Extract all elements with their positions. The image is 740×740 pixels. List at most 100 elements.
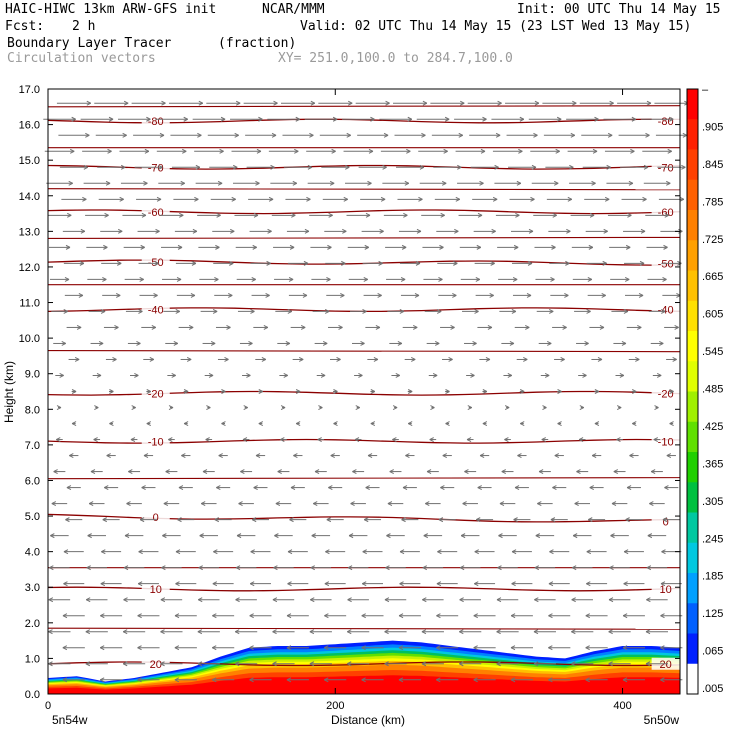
wind-vector (287, 549, 308, 555)
wind-vector (177, 517, 195, 523)
wind-vector (161, 244, 183, 250)
vector-head (572, 100, 577, 106)
wind-vector (416, 116, 450, 122)
wind-vector (122, 629, 146, 635)
vector-head (649, 501, 654, 507)
vector-head (422, 100, 428, 106)
wind-vector (56, 405, 62, 410)
wind-vector (326, 292, 345, 298)
vector-head (292, 180, 298, 186)
vector-head (85, 132, 90, 138)
colorbar-label: .425 (702, 421, 723, 433)
vector-head (592, 148, 598, 154)
wind-vector (197, 212, 221, 218)
wind-vector (174, 677, 197, 683)
wind-vector (307, 180, 335, 186)
vector-head (642, 196, 647, 202)
wind-vector (618, 132, 650, 138)
vector-head (183, 389, 189, 394)
wind-vector (137, 581, 159, 587)
vector-head (567, 196, 573, 202)
wind-vector (311, 276, 331, 282)
colorbar-label: .065 (702, 646, 723, 658)
vector-head (363, 276, 368, 282)
vector-head (114, 324, 119, 330)
wind-vector (647, 533, 667, 539)
wind-vector (538, 341, 552, 346)
vector-head (552, 485, 557, 491)
wind-vector (394, 132, 426, 138)
wind-vector (168, 100, 204, 106)
vector-head (629, 453, 634, 459)
vector-head (384, 629, 389, 635)
wind-vector (509, 196, 535, 202)
wind-vector (273, 244, 295, 250)
wind-vector (48, 244, 71, 250)
vector-head (230, 228, 235, 234)
colorbar-label: .125 (702, 608, 723, 620)
wind-vector (423, 533, 443, 539)
wind-vector (445, 389, 450, 394)
vector-head (385, 100, 390, 106)
vector-head (550, 517, 556, 523)
wind-vector (85, 597, 108, 603)
wind-vector (306, 148, 336, 154)
vector-head (552, 212, 557, 218)
vector-head (646, 565, 652, 571)
wind-vector (433, 164, 462, 170)
colorbar-swatch (687, 663, 698, 695)
colorbar-label: .545 (702, 346, 723, 358)
wind-vector (569, 180, 596, 186)
wind-vector (100, 613, 123, 619)
vector-head (324, 645, 329, 651)
vector-head (496, 661, 501, 667)
vector-head (74, 357, 80, 362)
wind-vector (640, 116, 674, 122)
wind-vector (255, 453, 266, 459)
vector-head (122, 132, 127, 138)
wind-vector (588, 517, 606, 523)
vector-head (578, 437, 584, 442)
wind-vector (170, 132, 202, 138)
vector-head (579, 405, 585, 410)
wind-vector (50, 533, 69, 539)
vector-head (632, 421, 637, 426)
vector-head (332, 116, 338, 122)
wind-vector (324, 677, 347, 683)
wind-vector (652, 373, 662, 378)
vector-head (146, 389, 151, 394)
vector-head (666, 453, 672, 459)
vector-head (557, 421, 562, 426)
vector-head (520, 421, 525, 426)
wind-vector (549, 260, 570, 266)
vector-head (355, 405, 360, 410)
wind-vector (654, 405, 659, 410)
wind-vector (146, 421, 152, 426)
wind-vector (125, 308, 143, 314)
vector-head (476, 244, 482, 250)
vector-head (347, 100, 353, 106)
vector-head (214, 517, 220, 523)
wind-vector (59, 164, 89, 170)
wind-vector (511, 581, 533, 587)
isotherm-label-bg (651, 435, 680, 448)
vector-head (535, 533, 541, 539)
vector-head (513, 517, 518, 523)
vector-head (106, 453, 111, 459)
wind-vector (355, 100, 390, 106)
vector-head (452, 292, 457, 298)
vector-head (531, 164, 537, 170)
wind-vector (504, 437, 511, 442)
wind-vector (528, 116, 562, 122)
wind-vector (571, 629, 594, 635)
wind-vector (290, 485, 305, 491)
colorbar-label: .905 (702, 121, 723, 133)
vector-head (314, 469, 320, 475)
vector-head (638, 292, 644, 298)
wind-vector (455, 148, 486, 154)
vector-head (48, 661, 53, 667)
wind-vector (314, 469, 327, 475)
vector-head (467, 405, 473, 410)
wind-vector (657, 164, 686, 170)
